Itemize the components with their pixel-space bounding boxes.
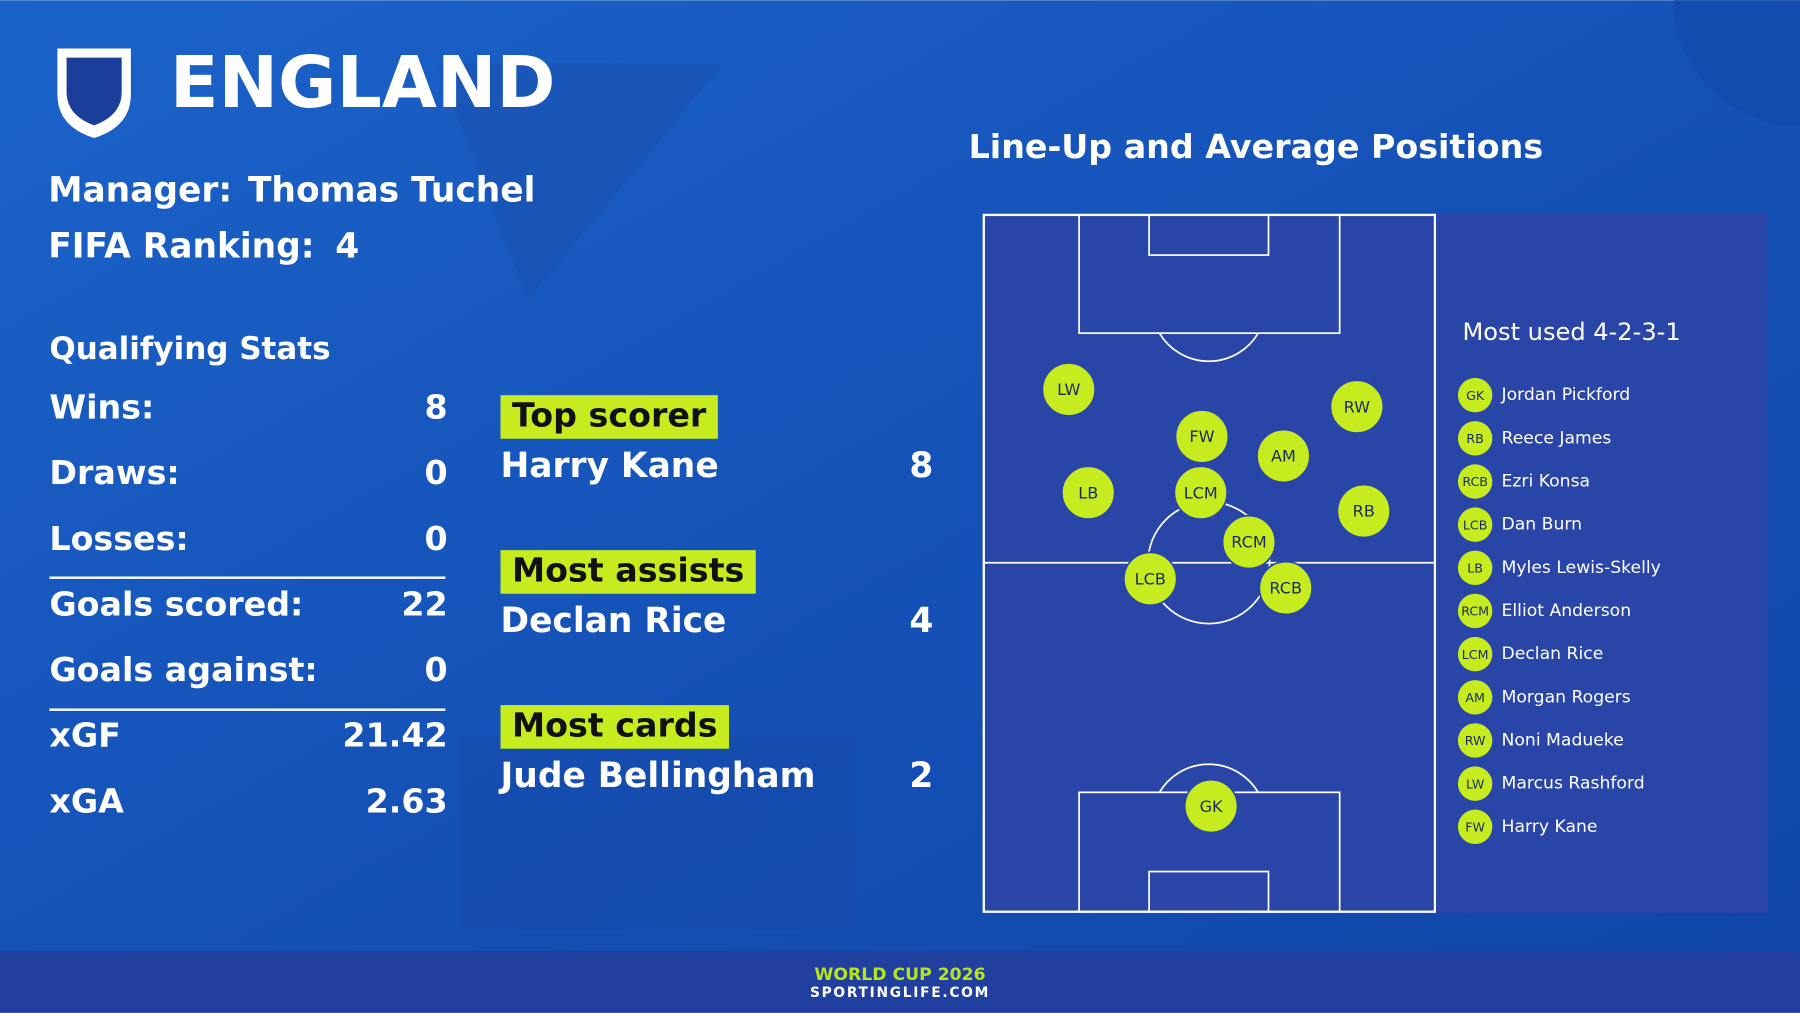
manager: Thomas Tuchel (248, 170, 535, 210)
stat-label: Draws: (49, 453, 179, 492)
stat-label: xGF (49, 716, 121, 755)
leader-name: Harry Kane (501, 446, 719, 486)
player-marker (1256, 428, 1311, 484)
stat-value: 0 (425, 650, 448, 689)
marker-label: LW (1057, 380, 1080, 399)
legend-position: LCB (1463, 517, 1487, 532)
ranking: 4 (335, 227, 359, 267)
badge (500, 395, 718, 439)
stat-label: Losses: (49, 519, 188, 558)
marker-label: LB (1078, 483, 1098, 502)
legend-position: RW (1465, 733, 1486, 748)
marker-label: RW (1344, 397, 1371, 416)
section-title: Qualifying Stats (49, 331, 330, 367)
player-marker (1174, 409, 1230, 464)
decor (459, 734, 856, 931)
stat-value: 0 (425, 519, 448, 558)
legend-name: Noni Madueke (1502, 730, 1624, 750)
leader-value: 2 (909, 756, 933, 796)
legend-name: Reece James (1502, 428, 1612, 448)
ranking-label: FIFA Ranking: (48, 227, 314, 267)
marker-label: RCB (1269, 579, 1302, 598)
decor (1673, 0, 1800, 127)
badge (500, 705, 730, 749)
player-marker (1221, 514, 1277, 570)
player-marker (1336, 483, 1392, 539)
stat-label: Goals scored: (49, 584, 303, 623)
leader-value: 4 (909, 601, 933, 641)
player-marker (1041, 362, 1097, 417)
legend-marker (1457, 723, 1493, 758)
player-marker (1329, 379, 1385, 434)
footer-bar (0, 950, 1800, 1013)
stat-value: 8 (425, 387, 448, 426)
badge-text: Most assists (512, 550, 744, 589)
legend-position: LW (1466, 776, 1485, 791)
legend-marker (1457, 809, 1493, 844)
lineup-title: Line-Up and Average Positions (969, 127, 1544, 166)
badge-text: Most cards (512, 705, 718, 744)
legend-position: RB (1466, 431, 1483, 446)
leader-name: Jude Bellingham (499, 756, 816, 796)
stat-label: Goals against: (49, 650, 317, 689)
legend-position: LCM (1462, 647, 1489, 662)
legend-position: GK (1466, 388, 1485, 403)
legend-position: AM (1465, 690, 1485, 705)
legend-name: Morgan Rogers (1502, 687, 1631, 707)
stat-value: 0 (425, 453, 448, 492)
marker-label: AM (1271, 447, 1296, 466)
legend-marker (1457, 377, 1493, 413)
legend-marker (1457, 464, 1493, 499)
title: ENGLAND (170, 41, 556, 124)
player-marker (1173, 465, 1229, 520)
legend-name: Myles Lewis-Skelly (1502, 558, 1661, 578)
stat-value: 22 (401, 584, 447, 623)
legend-marker (1457, 593, 1493, 629)
legend-name: Jordan Pickford (1501, 385, 1631, 405)
legend-name: Elliot Anderson (1502, 601, 1632, 621)
legend-marker (1457, 636, 1493, 672)
stat-label: xGA (49, 781, 124, 820)
legend-marker (1457, 507, 1493, 542)
legend-marker (1457, 680, 1493, 715)
leader-value: 8 (909, 446, 933, 486)
stat-value: 21.42 (342, 716, 447, 755)
stat-label: Wins: (49, 387, 154, 426)
legend-position: LB (1467, 560, 1483, 575)
badge (500, 550, 756, 594)
legend-marker (1457, 421, 1493, 456)
marker-label: GK (1200, 797, 1223, 816)
player-marker (1122, 551, 1178, 607)
legend-marker (1457, 766, 1493, 801)
player-marker (1061, 465, 1116, 520)
legend-name: Ezri Konsa (1502, 471, 1591, 491)
footer-event: WORLD CUP 2026 (814, 965, 985, 985)
legend-position: RCB (1462, 474, 1488, 489)
leader-name: Declan Rice (501, 601, 727, 641)
decor (436, 63, 724, 299)
legend-marker (1457, 550, 1493, 586)
legend-name: Marcus Rashford (1502, 774, 1645, 794)
crest-inner (66, 57, 122, 126)
footer-site: SPORTINGLIFE.COM (810, 985, 990, 1001)
marker-label: LCB (1135, 569, 1166, 588)
marker-label: RCM (1231, 533, 1266, 552)
legend-name: Dan Burn (1502, 515, 1583, 535)
marker-label: RB (1353, 502, 1375, 521)
stat-value: 2.63 (366, 781, 448, 820)
manager-label: Manager: (48, 170, 232, 210)
legend-name: Declan Rice (1502, 644, 1604, 664)
badge-text: Top scorer (512, 395, 707, 434)
marker-label: LCM (1184, 483, 1218, 502)
formation: Most used 4-2-3-1 (1463, 318, 1681, 346)
player-marker (1258, 560, 1313, 616)
legend-position: RCM (1461, 604, 1489, 619)
player-marker (1183, 778, 1239, 834)
legend-position: FW (1465, 819, 1485, 834)
legend-name: Harry Kane (1502, 817, 1598, 837)
marker-label: FW (1189, 427, 1214, 446)
